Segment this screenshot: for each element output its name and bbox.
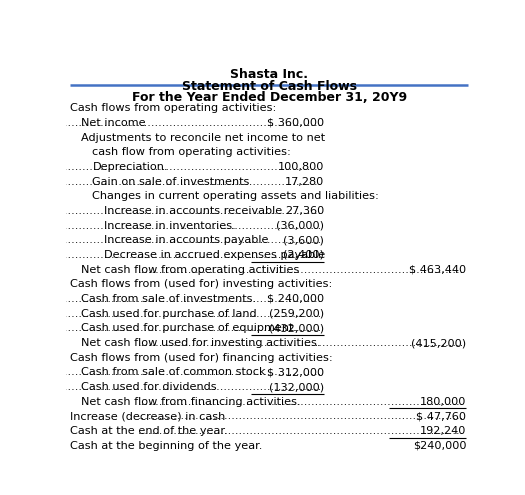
Text: 17,280: 17,280 <box>285 177 324 187</box>
Text: Cash from sale of common stock: Cash from sale of common stock <box>81 367 266 377</box>
Text: (132,000): (132,000) <box>269 382 324 392</box>
Text: Decrease in accrued expenses payable: Decrease in accrued expenses payable <box>104 250 325 260</box>
Text: Cash flows from (used for) investing activities:: Cash flows from (used for) investing act… <box>70 279 332 289</box>
Text: (36,000): (36,000) <box>276 221 324 231</box>
Text: For the Year Ended December 31, 20Y9: For the Year Ended December 31, 20Y9 <box>131 92 407 104</box>
Text: Statement of Cash Flows: Statement of Cash Flows <box>182 80 356 93</box>
Text: ................................................................................: ........................................… <box>138 338 465 348</box>
Text: Increase in accounts payable: Increase in accounts payable <box>104 235 268 246</box>
Text: ................................................................................: ........................................… <box>0 221 322 231</box>
Text: Net income: Net income <box>81 118 146 128</box>
Text: Cash from sale of investments.: Cash from sale of investments. <box>81 294 256 304</box>
Text: ................................................................................: ........................................… <box>0 162 322 172</box>
Text: $ 47,760: $ 47,760 <box>416 411 466 421</box>
Text: ................................................................................: ........................................… <box>138 441 465 451</box>
Text: ................................................................................: ........................................… <box>0 118 322 128</box>
Text: Depreciation.: Depreciation. <box>92 162 168 172</box>
Text: ................................................................................: ........................................… <box>0 294 322 304</box>
Text: Increase in inventories.: Increase in inventories. <box>104 221 236 231</box>
Text: 192,240: 192,240 <box>420 426 466 436</box>
Text: Cash used for purchase of land: Cash used for purchase of land <box>81 309 257 319</box>
Text: Increase (decrease) in cash: Increase (decrease) in cash <box>70 411 225 421</box>
Text: ................................................................................: ........................................… <box>0 177 322 187</box>
Text: Cash flows from (used for) financing activities:: Cash flows from (used for) financing act… <box>70 353 332 363</box>
Text: (3,600): (3,600) <box>283 235 324 246</box>
Text: (432,000): (432,000) <box>269 323 324 333</box>
Text: 180,000: 180,000 <box>420 396 466 407</box>
Text: ................................................................................: ........................................… <box>138 426 465 436</box>
Text: ................................................................................: ........................................… <box>0 309 322 319</box>
Text: 27,360: 27,360 <box>285 206 324 216</box>
Text: ................................................................................: ........................................… <box>0 235 322 246</box>
Text: ................................................................................: ........................................… <box>0 250 322 260</box>
Text: $ 463,440: $ 463,440 <box>410 265 466 275</box>
Text: Shasta Inc.: Shasta Inc. <box>230 68 308 81</box>
Text: Net cash flow used for investing activities.: Net cash flow used for investing activit… <box>81 338 321 348</box>
Text: ................................................................................: ........................................… <box>0 206 322 216</box>
Text: ................................................................................: ........................................… <box>138 265 465 275</box>
Text: ................................................................................: ........................................… <box>0 323 322 333</box>
Text: $ 312,000: $ 312,000 <box>267 367 324 377</box>
Text: ................................................................................: ........................................… <box>138 411 465 421</box>
Text: ................................................................................: ........................................… <box>0 382 322 392</box>
Text: $240,000: $240,000 <box>413 441 466 451</box>
Text: 100,800: 100,800 <box>278 162 324 172</box>
Text: Net cash flow from financing activities.: Net cash flow from financing activities. <box>81 396 301 407</box>
Text: Cash at the beginning of the year.: Cash at the beginning of the year. <box>70 441 262 451</box>
Text: $ 240,000: $ 240,000 <box>267 294 324 304</box>
Text: (415,200): (415,200) <box>411 338 466 348</box>
Text: Cash flows from operating activities:: Cash flows from operating activities: <box>70 103 276 113</box>
Text: Cash at the end of the year.: Cash at the end of the year. <box>70 426 227 436</box>
Text: cash flow from operating activities:: cash flow from operating activities: <box>92 147 291 157</box>
Text: (2,400): (2,400) <box>283 250 324 260</box>
Text: Net cash flow from operating activities: Net cash flow from operating activities <box>81 265 299 275</box>
Text: Cash used for purchase of equipment.: Cash used for purchase of equipment. <box>81 323 297 333</box>
Text: Changes in current operating assets and liabilities:: Changes in current operating assets and … <box>92 191 380 201</box>
Text: Adjustments to reconcile net income to net: Adjustments to reconcile net income to n… <box>81 133 325 143</box>
Text: ................................................................................: ........................................… <box>0 367 322 377</box>
Text: $ 360,000: $ 360,000 <box>267 118 324 128</box>
Text: (259,200): (259,200) <box>269 309 324 319</box>
Text: Increase in accounts receivable: Increase in accounts receivable <box>104 206 282 216</box>
Text: Gain on sale of investments: Gain on sale of investments <box>92 177 250 187</box>
Text: ................................................................................: ........................................… <box>138 396 465 407</box>
Text: Cash used for dividends: Cash used for dividends <box>81 382 217 392</box>
